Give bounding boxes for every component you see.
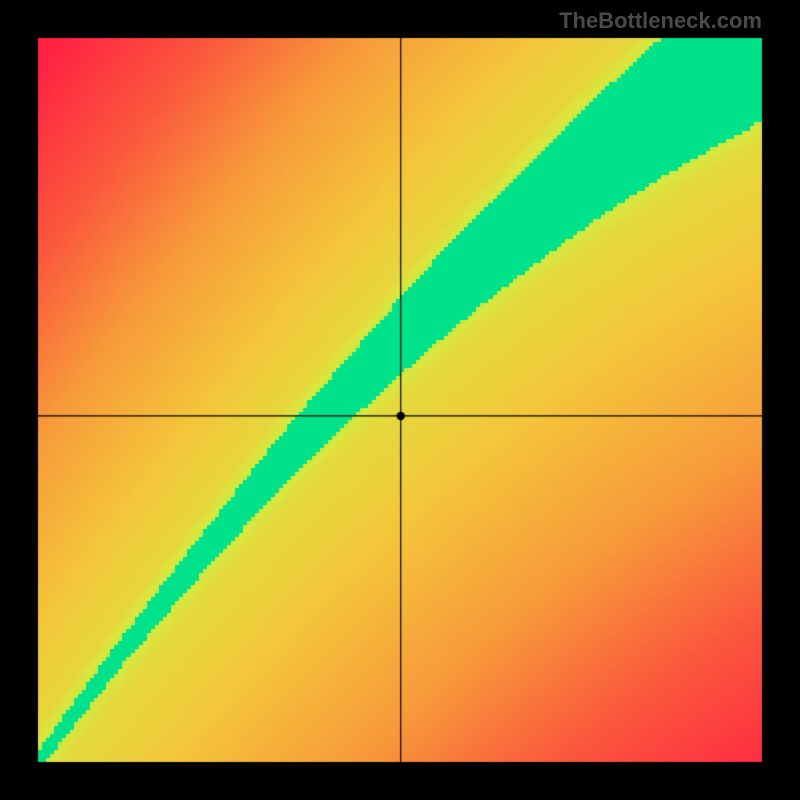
- bottleneck-heatmap: [0, 0, 800, 800]
- chart-container: TheBottleneck.com: [0, 0, 800, 800]
- watermark-text: TheBottleneck.com: [559, 8, 762, 34]
